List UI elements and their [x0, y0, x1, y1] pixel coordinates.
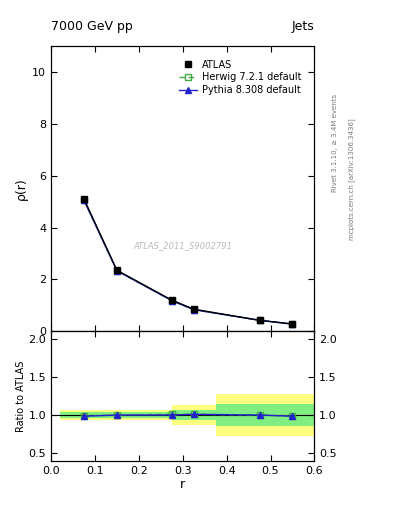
- Legend: ATLAS, Herwig 7.2.1 default, Pythia 8.308 default: ATLAS, Herwig 7.2.1 default, Pythia 8.30…: [176, 57, 304, 98]
- X-axis label: r: r: [180, 478, 185, 492]
- Text: Jets: Jets: [292, 20, 314, 33]
- Y-axis label: Ratio to ATLAS: Ratio to ATLAS: [16, 360, 26, 432]
- Y-axis label: ρ(r): ρ(r): [15, 177, 28, 200]
- Text: ATLAS_2011_S9002791: ATLAS_2011_S9002791: [133, 241, 232, 250]
- Text: mcplots.cern.ch [arXiv:1306.3436]: mcplots.cern.ch [arXiv:1306.3436]: [348, 118, 354, 240]
- Text: 7000 GeV pp: 7000 GeV pp: [51, 20, 133, 33]
- Text: Rivet 3.1.10, ≥ 3.4M events: Rivet 3.1.10, ≥ 3.4M events: [332, 94, 338, 193]
